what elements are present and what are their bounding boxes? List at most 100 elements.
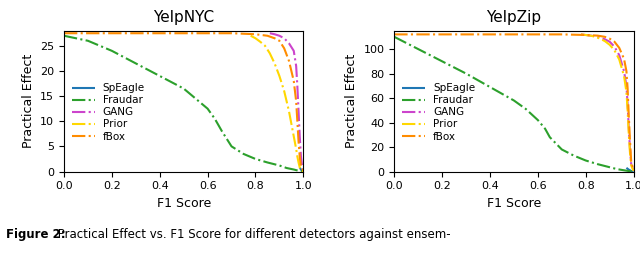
GANG [601,38,609,41]
Line: Fraudar: Fraudar [64,36,303,172]
Line: GANG: GANG [581,34,634,170]
Fraudar [132,62,140,65]
fBox [414,33,422,36]
Fraudar [283,166,291,169]
Fraudar [541,127,549,130]
SpEagle [625,168,633,171]
GANG [582,34,589,37]
Y-axis label: Practical Effect: Practical Effect [345,54,358,148]
fBox [624,87,632,90]
Fraudar [570,154,578,157]
fBox [294,140,302,143]
Prior [297,168,305,172]
fBox [132,32,140,35]
SpEagle [297,168,305,171]
GANG [606,40,614,43]
Fraudar [606,166,614,169]
fBox [276,39,284,42]
Prior [294,155,301,158]
Legend: SpEagle, Fraudar, GANG, Prior, fBox: SpEagle, Fraudar, GANG, Prior, fBox [402,83,476,142]
GANG [623,84,630,87]
Prior [247,34,255,37]
GANG [577,33,585,36]
Fraudar [403,41,410,45]
SpEagle [300,170,307,173]
Prior [591,35,599,38]
fBox [620,57,628,60]
Prior [257,40,264,43]
Prior [577,33,585,36]
GANG [297,155,305,158]
fBox [582,34,589,37]
Fraudar [297,170,305,173]
fBox [300,169,307,172]
Fraudar [72,37,80,40]
Fraudar [627,170,635,173]
fBox [84,32,92,35]
Line: Fraudar: Fraudar [394,37,634,172]
Fraudar [60,34,68,37]
Fraudar [228,145,236,148]
Fraudar [630,170,637,173]
GANG [616,54,623,57]
Fraudar [534,119,541,122]
Prior [620,74,628,78]
fBox [271,37,278,40]
Line: SpEagle: SpEagle [300,167,303,172]
GANG [630,169,637,172]
GANG [624,103,632,106]
fBox [280,47,288,50]
fBox [292,100,300,103]
Fraudar [218,130,226,133]
Line: Prior: Prior [251,36,303,172]
Fraudar [300,170,307,173]
Prior [285,110,293,113]
Fraudar [414,48,422,51]
Fraudar [594,163,602,166]
GANG [296,135,303,138]
Fraudar [84,39,92,42]
GANG [294,110,302,113]
fBox [616,46,623,49]
fBox [296,155,303,158]
Fraudar [426,54,434,57]
Fraudar [620,169,628,172]
fBox [252,33,259,36]
SpEagle [630,170,637,173]
Fraudar [211,117,219,120]
fBox [462,33,470,36]
Prior [296,166,303,169]
Prior [290,135,298,138]
Prior [616,58,623,61]
GANG [294,84,301,88]
Prior [630,169,637,173]
fBox [558,33,566,36]
Fraudar [486,86,494,89]
GANG [298,165,306,168]
GANG [591,35,599,38]
Line: SpEagle: SpEagle [627,168,634,172]
Fraudar [613,167,621,170]
Line: Prior: Prior [581,34,634,171]
Fraudar [264,161,271,164]
GANG [611,45,618,48]
fBox [228,32,236,35]
fBox [264,34,271,37]
Prior [623,90,630,93]
Fraudar [396,38,403,41]
Fraudar [192,97,200,100]
fBox [627,160,635,163]
Fraudar [252,157,259,161]
fBox [601,35,609,38]
Fraudar [438,60,446,63]
Prior [596,37,604,40]
Text: Figure 2:: Figure 2: [6,228,66,241]
GANG [587,34,595,37]
GANG [625,127,633,130]
Fraudar [558,148,566,151]
fBox [290,79,298,82]
GANG [285,42,293,45]
Prior [271,62,278,65]
Prior [292,147,300,151]
Fraudar [390,35,398,38]
